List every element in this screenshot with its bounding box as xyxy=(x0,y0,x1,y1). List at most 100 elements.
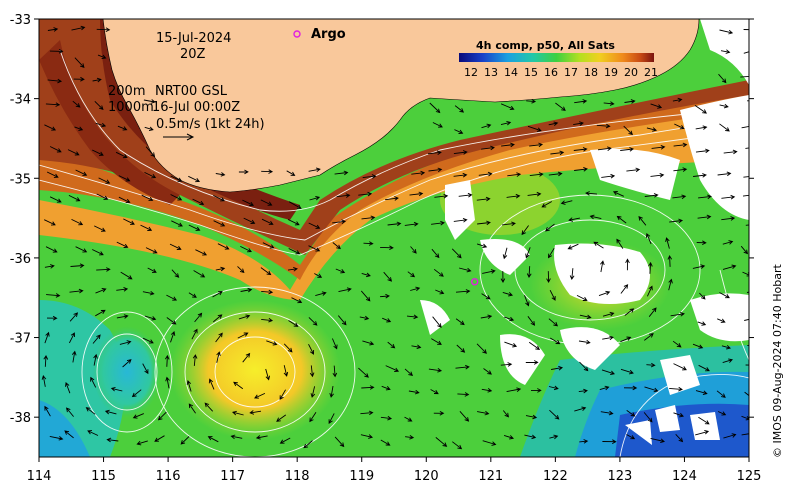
current-vector-arrow xyxy=(65,407,74,417)
current-vector-arrow xyxy=(233,381,244,390)
current-vector-arrow xyxy=(261,218,274,226)
y-tick-label: -38 xyxy=(10,411,31,426)
current-vector-arrow xyxy=(308,245,321,252)
current-vector-arrow xyxy=(92,249,104,256)
x-axis: 114 115 116 117 118 119 120 121 122 123 124 125 xyxy=(27,457,762,484)
current-vector-arrow xyxy=(483,368,492,375)
current-vector-arrow xyxy=(669,386,683,392)
current-vector-arrow xyxy=(526,266,532,279)
current-vector-arrow xyxy=(620,368,634,375)
current-vector-arrow xyxy=(188,403,196,414)
current-vector-arrow xyxy=(309,365,315,378)
current-vector-arrow xyxy=(648,307,657,317)
current-vector-arrow xyxy=(603,101,615,106)
current-vector-arrow xyxy=(104,409,117,415)
current-vector-arrow xyxy=(723,149,738,155)
current-vector-arrow xyxy=(381,385,391,391)
x-tick-label: 120 xyxy=(414,469,439,484)
current-vector-arrow xyxy=(118,196,131,204)
current-vector-arrow xyxy=(96,267,111,272)
current-vector-arrow xyxy=(360,290,371,302)
current-vector-arrow xyxy=(144,171,157,179)
current-vector-arrow xyxy=(254,392,266,399)
current-vector-arrow xyxy=(331,338,338,350)
current-vector-arrow xyxy=(638,215,647,226)
current-vector-arrow xyxy=(387,341,396,349)
current-vector-arrow xyxy=(720,49,731,54)
current-vector-arrow xyxy=(717,318,726,323)
current-vector-arrow xyxy=(670,311,685,317)
current-vector-arrow xyxy=(195,249,208,256)
current-vector-arrow xyxy=(673,167,688,172)
current-vector-arrow xyxy=(528,341,541,350)
current-vector-arrow xyxy=(157,411,167,421)
current-vector-arrow xyxy=(75,169,88,176)
current-vector-arrow xyxy=(116,314,129,319)
current-vector-arrow xyxy=(427,150,442,155)
current-vector-arrow xyxy=(115,151,128,159)
date-label: 15-Jul-2024 xyxy=(156,31,231,46)
current-vector-arrow xyxy=(65,382,71,394)
current-vector-arrow xyxy=(674,123,685,130)
current-vector-arrow xyxy=(106,437,119,443)
current-vector-arrow xyxy=(46,171,59,178)
current-vector-arrow xyxy=(242,352,251,363)
current-vector-arrow xyxy=(407,271,416,278)
current-vector-arrow xyxy=(672,340,682,348)
depth-deep-label: 1000m xyxy=(108,100,154,115)
current-vector-arrow xyxy=(166,294,178,301)
current-vector-arrow xyxy=(141,194,154,202)
current-vector-arrow xyxy=(549,289,556,301)
current-vector-arrow xyxy=(646,127,658,132)
legend-tick-label: 17 xyxy=(564,66,578,79)
current-vector-arrow xyxy=(741,431,749,436)
current-vector-arrow xyxy=(67,149,80,156)
current-vector-arrow xyxy=(140,224,153,231)
current-vector-arrow xyxy=(363,241,374,246)
current-vector-arrow xyxy=(308,167,321,173)
current-time-label: 16-Jul 00:00Z xyxy=(152,100,240,115)
current-vector-arrow xyxy=(192,354,198,366)
current-vector-arrow xyxy=(68,194,81,202)
current-vector-arrow xyxy=(92,149,104,156)
current-vector-arrow xyxy=(45,246,58,253)
current-vector-arrow xyxy=(502,221,516,227)
current-vector-arrow xyxy=(481,293,491,300)
current-vector-arrow xyxy=(291,297,303,304)
current-vector-arrow xyxy=(144,126,154,132)
current-vector-arrow xyxy=(644,193,659,198)
x-tick-label: 125 xyxy=(737,469,762,484)
legend-tick-label: 18 xyxy=(584,66,598,79)
current-vector-arrow xyxy=(602,439,617,444)
current-vector-arrow xyxy=(405,435,415,440)
current-vector-arrow xyxy=(480,314,493,320)
current-vector-arrow xyxy=(166,317,177,325)
current-vector-arrow xyxy=(279,389,286,400)
legend-tick-label: 20 xyxy=(624,66,638,79)
current-vector-arrow xyxy=(90,376,97,388)
current-vector-arrow xyxy=(260,267,272,276)
current-vector-arrow xyxy=(525,247,531,259)
current-vector-arrow xyxy=(428,368,443,373)
current-vector-arrow xyxy=(585,191,598,196)
legend-ticks: 12 13 14 15 16 17 18 19 20 21 xyxy=(464,66,658,79)
x-tick-label: 119 xyxy=(349,469,374,484)
current-vector-arrow xyxy=(692,343,704,349)
legend-tick-label: 15 xyxy=(524,66,538,79)
current-vector-arrow xyxy=(602,311,615,317)
current-vector-arrow xyxy=(261,169,274,174)
current-vector-arrow xyxy=(435,289,445,295)
current-vector-arrow xyxy=(719,29,734,35)
current-vector-arrow xyxy=(380,415,393,421)
current-vector-arrow xyxy=(719,123,730,132)
current-vector-arrow xyxy=(431,248,440,259)
time-label: 20Z xyxy=(180,47,206,62)
current-vector-arrow xyxy=(723,433,737,439)
current-vector-arrow xyxy=(549,434,559,440)
current-vector-arrow xyxy=(716,390,726,398)
current-vector-arrow xyxy=(92,334,101,344)
current-vector-arrow xyxy=(529,172,544,177)
depth-shallow-label: 200m xyxy=(108,84,145,99)
current-vector-arrow xyxy=(69,312,79,322)
x-tick-label: 114 xyxy=(27,469,52,484)
